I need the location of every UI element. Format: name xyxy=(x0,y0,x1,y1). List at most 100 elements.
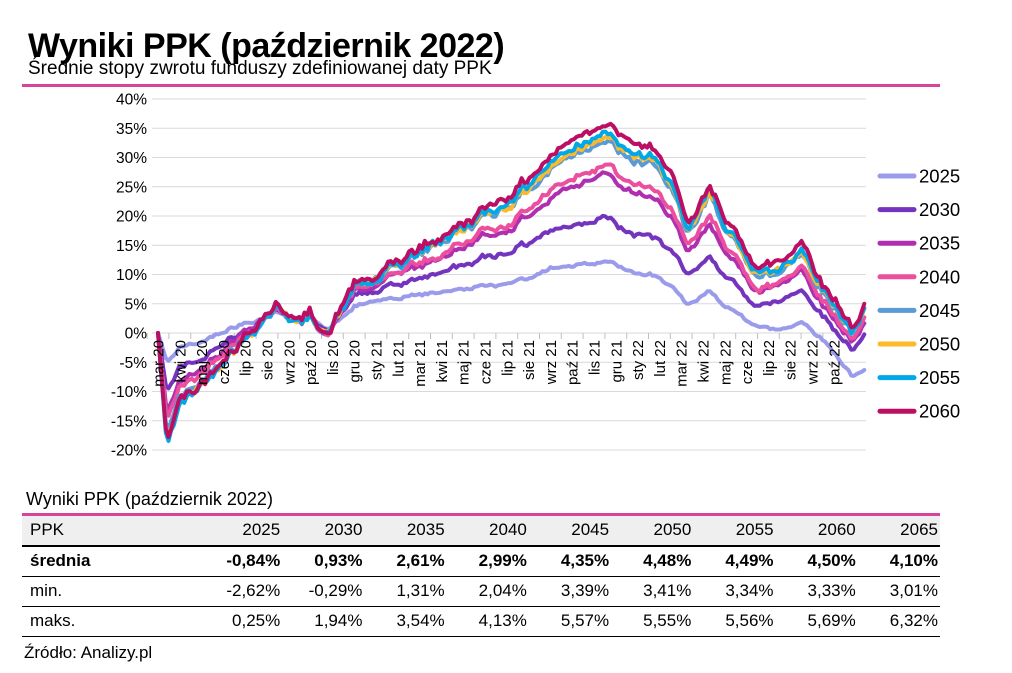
legend-item-2050: 2050 xyxy=(877,334,960,355)
table-cell: 4,13% xyxy=(446,606,529,637)
series-line-2055 xyxy=(156,129,867,443)
legend-label: 2055 xyxy=(919,367,960,388)
legend-label: 2030 xyxy=(919,199,960,220)
legend-label: 2040 xyxy=(919,266,960,287)
table-header-cell: 2065 xyxy=(857,514,940,547)
table-cell: 2,04% xyxy=(446,576,529,607)
x-tick-label: kwi 21 xyxy=(434,340,451,383)
y-tick-label: -20% xyxy=(111,443,147,460)
table-cell: 0,25% xyxy=(200,606,283,637)
y-tick-label: 20% xyxy=(116,209,147,226)
table-header-cell: 2060 xyxy=(775,514,858,547)
table-cell: 2,61% xyxy=(364,546,447,577)
table-header-cell: 2035 xyxy=(364,514,447,547)
table-cell: 5,55% xyxy=(611,606,694,637)
table-header-cell: 2050 xyxy=(611,514,694,547)
x-tick-label: wrz 20 xyxy=(281,340,298,385)
table-cell: 0,93% xyxy=(282,546,365,577)
x-tick-label: maj 21 xyxy=(456,340,473,385)
row-label: maks. xyxy=(22,606,200,637)
table-cell: 3,54% xyxy=(364,606,447,637)
table-header-cell: 2025 xyxy=(200,514,283,547)
legend-item-2030: 2030 xyxy=(877,199,960,220)
row-label: średnia xyxy=(22,546,200,577)
x-tick-label: lis 21 xyxy=(587,340,604,375)
y-tick-label: 30% xyxy=(116,150,147,167)
x-tick-label: gru 21 xyxy=(608,340,625,383)
legend-item-2045: 2045 xyxy=(877,300,960,321)
line-chart: 40% 35% 30% 25% 20% 15% 10% 5% 0% -5% -10% -15% -20%… xyxy=(111,92,960,460)
x-tick-label: lut 21 xyxy=(390,340,407,377)
y-tick-label: -15% xyxy=(111,413,147,430)
x-tick-label: mar 21 xyxy=(412,340,429,387)
x-tick-label: kwi 22 xyxy=(696,340,713,383)
table-cell: 4,48% xyxy=(611,546,694,577)
x-tick-label: lut 22 xyxy=(652,340,669,377)
row-label: min. xyxy=(22,576,200,607)
legend-label: 2035 xyxy=(919,233,960,254)
y-tick-label: 40% xyxy=(116,92,147,109)
legend-item-2025: 2025 xyxy=(877,166,960,187)
x-tick-label: paź 21 xyxy=(565,340,582,385)
x-tick-label: paź 20 xyxy=(303,340,320,385)
table-cell: 5,69% xyxy=(775,606,858,637)
table-header-cell: 2030 xyxy=(282,514,365,547)
table-cell: 3,01% xyxy=(857,576,940,607)
table-cell: 1,31% xyxy=(364,576,447,607)
y-tick-label: 15% xyxy=(116,238,147,255)
x-tick-label: sty 21 xyxy=(369,340,386,380)
table-cell: 4,35% xyxy=(528,546,612,577)
table-header-cell: 2045 xyxy=(528,514,612,547)
table-header-cell: PPK xyxy=(22,514,200,547)
table-header-cell: 2055 xyxy=(693,514,776,547)
y-tick-label: 5% xyxy=(125,296,148,313)
legend-item-2060: 2060 xyxy=(877,401,960,422)
x-tick-label: sty 22 xyxy=(630,340,647,380)
x-tick-label: lip 20 xyxy=(238,340,255,376)
x-tick-label: maj 22 xyxy=(717,340,734,385)
x-tick-label: lip 22 xyxy=(761,340,778,376)
table-cell: 4,10% xyxy=(857,546,940,577)
table-cell: 3,33% xyxy=(775,576,858,607)
x-tick-label: wrz 22 xyxy=(805,340,822,385)
legend-item-2035: 2035 xyxy=(877,233,960,254)
y-tick-label: 25% xyxy=(116,179,147,196)
x-tick-label: gru 20 xyxy=(347,340,364,383)
x-tick-label: mar 22 xyxy=(674,340,691,387)
x-tick-label: cze 20 xyxy=(216,340,233,384)
source-note: Źródło: Analizy.pl xyxy=(24,643,153,662)
legend-label: 2025 xyxy=(919,166,960,187)
table-cell: 3,34% xyxy=(693,576,776,607)
x-tick-label: sie 21 xyxy=(521,340,538,380)
table-row: maks. 0,25% 1,94% 3,54% 4,13% 5,57% 5,55% 5,56%… xyxy=(22,606,940,637)
series-line-2060 xyxy=(156,121,867,440)
y-tick-label: 10% xyxy=(116,267,147,284)
table-header-cell: 2040 xyxy=(446,514,529,547)
table-row: średnia -0,84% 0,93% 2,61% 2,99% 4,35% 4,48% 4,… xyxy=(22,546,940,577)
y-tick-label: 0% xyxy=(125,326,148,343)
x-tick-label: sie 22 xyxy=(783,340,800,380)
legend-label: 2050 xyxy=(919,334,960,355)
y-tick-label: -5% xyxy=(119,355,147,372)
legend-label: 2060 xyxy=(919,401,960,422)
x-tick-label: wrz 21 xyxy=(543,340,560,385)
page-title: Wyniki PPK (październik 2022) xyxy=(28,26,505,65)
y-tick-label: 35% xyxy=(116,121,147,138)
x-tick-label: lip 21 xyxy=(499,340,516,376)
x-tick-label: cze 21 xyxy=(478,340,495,384)
x-tick-label: lis 20 xyxy=(325,340,342,375)
table-row: min. -2,62% -0,29% 1,31% 2,04% 3,39% 3,41% 3,34… xyxy=(22,576,940,607)
chart-subtitle: Średnie stopy zwrotu funduszy zdefiniowa… xyxy=(28,58,492,79)
x-tick-label: kwi 20 xyxy=(172,340,189,383)
series-line-2045 xyxy=(156,138,867,432)
accent-divider xyxy=(22,84,940,87)
x-tick-label: sie 20 xyxy=(260,340,277,380)
x-tick-label: paź 22 xyxy=(826,340,843,385)
table-cell: 4,49% xyxy=(693,546,776,577)
x-tick-label: cze 22 xyxy=(739,340,756,384)
table-caption: Wyniki PPK (październik 2022) xyxy=(26,489,273,509)
y-tick-label: -10% xyxy=(111,384,147,401)
table-cell: 4,50% xyxy=(775,546,858,577)
table-cell: 3,41% xyxy=(611,576,694,607)
